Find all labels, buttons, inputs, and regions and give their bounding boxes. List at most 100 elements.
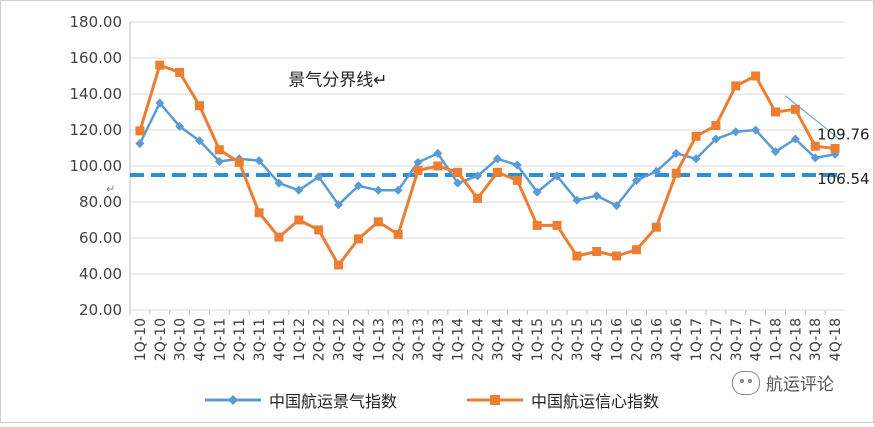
y-tick-label: 20.00: [79, 301, 122, 319]
data-point-series-1: [631, 175, 641, 185]
data-point-series-2: [294, 215, 304, 225]
data-point-series-2: [770, 107, 780, 117]
data-point-series-1: [731, 127, 741, 137]
data-point-series-2: [135, 126, 145, 136]
x-tick-label: 2Q-13: [391, 318, 407, 361]
data-point-series-2: [731, 81, 741, 91]
data-point-series-1: [314, 172, 324, 182]
data-point-series-2: [671, 168, 681, 178]
data-point-series-1: [612, 201, 622, 211]
series-line-2: [138, 63, 836, 267]
watermark-text: 航运评论: [766, 375, 834, 395]
y-tick-label: 100.00: [70, 157, 123, 175]
watermark: 航运评论: [732, 370, 834, 395]
annotations: 景气分界线↵ 109.76 106.54 ↵: [106, 71, 870, 196]
x-tick-label: 2Q-17: [709, 318, 725, 361]
y-tick-labels: 20.00 40.00 60.00 80.00 100.00 120.00 140.00 16…: [70, 13, 123, 319]
data-point-series-1: [155, 98, 165, 108]
x-tick-label: 1Q-16: [610, 318, 626, 361]
data-point-series-2: [612, 251, 622, 261]
data-point-series-1: [254, 156, 264, 166]
y-tick-label: 180.00: [70, 13, 123, 31]
data-point-series-1: [393, 185, 403, 195]
x-tick-label: 4Q-17: [749, 318, 765, 361]
data-point-series-2: [155, 60, 165, 70]
data-point-series-2: [433, 161, 443, 171]
y-tick-label: 140.00: [70, 85, 123, 103]
x-tick-label: 2Q-10: [153, 318, 169, 361]
legend-label-series-1: 中国航运景气指数: [269, 392, 398, 411]
x-tick-label: 1Q-14: [451, 318, 467, 361]
x-tick-label: 1Q-13: [371, 318, 387, 361]
x-tick-label: 3Q-10: [173, 318, 189, 361]
data-point-series-1: [294, 185, 304, 195]
x-tick-label: 1Q-11: [212, 318, 228, 361]
x-tick-label: 3Q-13: [411, 318, 427, 361]
data-point-series-2: [254, 208, 264, 218]
data-point-series-1: [214, 157, 224, 166]
x-tick-label: 4Q-13: [431, 318, 447, 361]
x-tick-label: 3Q-11: [252, 318, 268, 361]
data-point-series-2: [711, 121, 721, 130]
data-point-series-2: [175, 67, 185, 77]
data-point-series-1: [373, 185, 383, 195]
data-point-series-1: [770, 147, 780, 157]
data-point-series-2: [274, 232, 284, 242]
data-point-series-2: [552, 220, 562, 230]
y-tick-label: 80.00: [79, 193, 122, 211]
data-point-series-2: [790, 104, 800, 114]
data-point-series-1: [175, 121, 185, 131]
x-tick-labels: 1Q-10 2Q-10 3Q-10 4Q-10 1Q-11 2Q-11 3Q-11 4Q-11…: [133, 318, 844, 361]
data-point-series-2: [512, 175, 522, 185]
legend-marker-diamond: [205, 395, 261, 405]
data-point-series-1: [135, 139, 145, 148]
data-point-series-2: [651, 222, 661, 232]
x-tick-label: 4Q-10: [193, 318, 209, 361]
data-point-series-1: [274, 178, 284, 188]
data-point-series-1: [334, 200, 344, 210]
data-point-series-2: [532, 220, 542, 230]
data-point-series-2: [195, 101, 205, 111]
boom-line-label: 景气分界线↵: [288, 71, 387, 91]
x-tick-label: 3Q-18: [808, 318, 824, 361]
x-tick-label: 4Q-18: [828, 318, 844, 361]
data-point-series-2: [830, 143, 840, 153]
y-tick-label: 160.00: [70, 49, 123, 67]
x-tick-label: 1Q-15: [530, 318, 546, 361]
data-point-series-1: [592, 191, 602, 201]
legend-label-series-2: 中国航运信心指数: [531, 392, 660, 411]
data-point-series-1: [810, 153, 820, 163]
x-tick-label: 2Q-12: [312, 318, 328, 361]
legend-item-series-2: 中国航运信心指数: [467, 388, 659, 412]
data-point-series-1: [512, 160, 522, 170]
data-point-series-1: [433, 148, 443, 158]
data-point-series-1: [711, 134, 721, 144]
data-point-series-2: [393, 229, 403, 239]
data-label-confidence-last: 109.76: [817, 126, 870, 144]
data-point-series-2: [492, 167, 502, 177]
grid: [129, 21, 845, 315]
wechat-icon: [732, 370, 760, 395]
data-point-series-2: [572, 251, 582, 261]
x-tick-label: 4Q-16: [669, 318, 685, 361]
data-label-prosperity-last: 106.54: [817, 170, 870, 188]
data-point-series-2: [631, 245, 641, 255]
x-tick-label: 2Q-18: [788, 318, 804, 361]
data-point-series-1: [353, 181, 363, 191]
x-tick-label: 1Q-12: [292, 318, 308, 361]
x-tick-label: 1Q-18: [768, 318, 784, 361]
data-point-series-1: [751, 125, 761, 135]
callout-leader: [785, 95, 841, 140]
x-tick-label: 3Q-14: [490, 318, 506, 361]
data-point-series-1: [651, 166, 661, 176]
data-point-series-1: [691, 154, 701, 164]
data-point-series-2: [314, 225, 324, 235]
y-tick-label: 60.00: [79, 229, 122, 247]
data-point-series-1: [552, 171, 562, 181]
data-point-series-1: [453, 178, 463, 188]
x-tick-label: 2Q-15: [550, 318, 566, 361]
x-tick-label: 3Q-16: [649, 318, 665, 361]
x-tick-label: 3Q-17: [729, 318, 745, 361]
